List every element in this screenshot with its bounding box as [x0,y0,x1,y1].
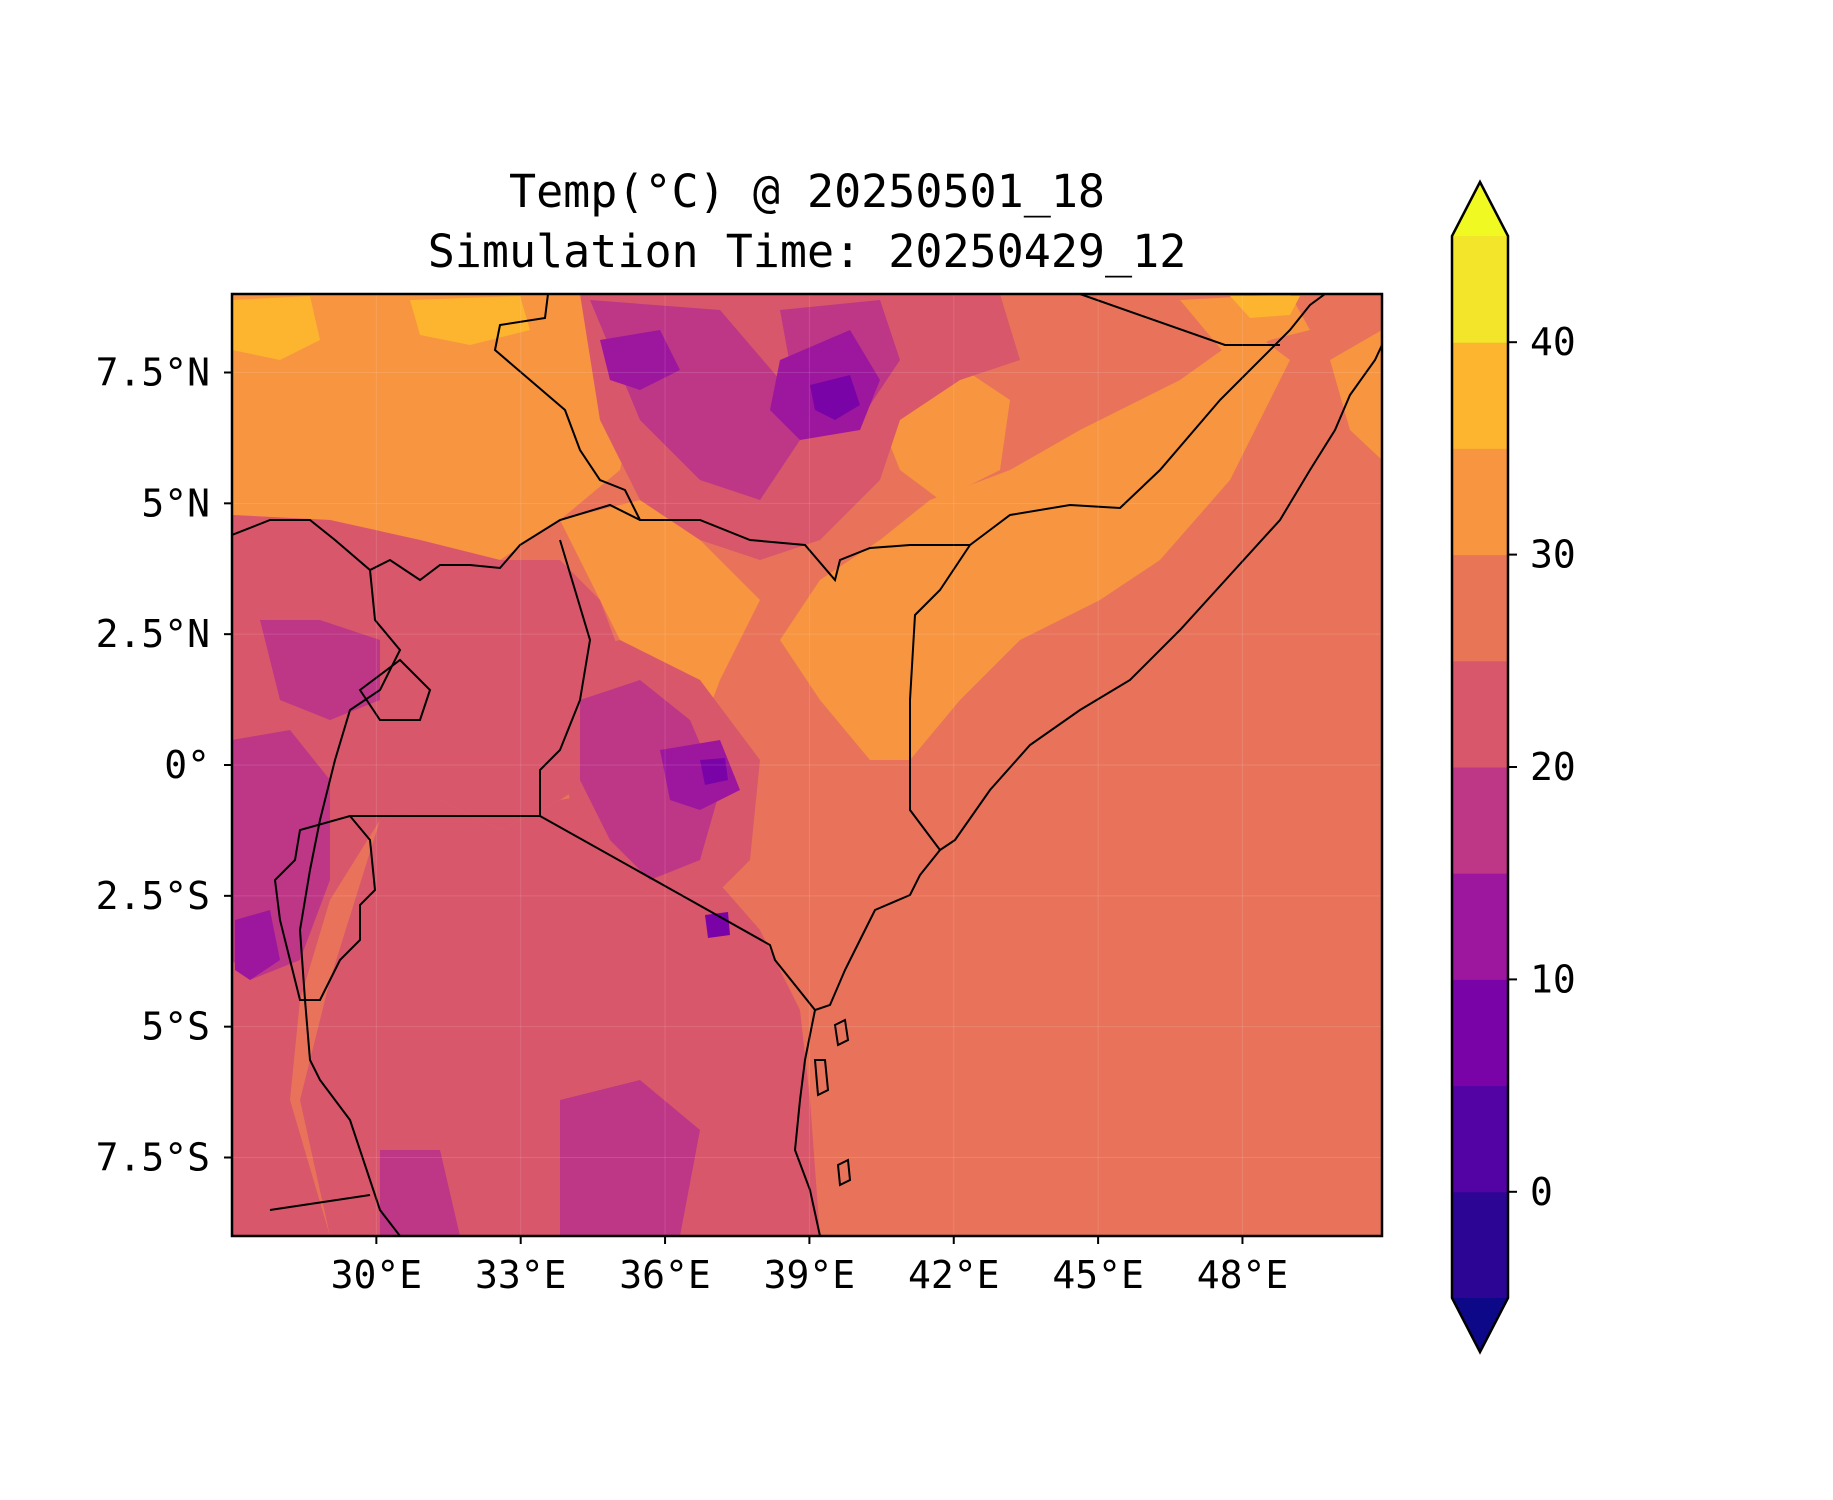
colorbar-band [1452,1085,1508,1193]
colorbar-tick-label: 20 [1530,745,1576,789]
colorbar-outline [1450,179,1510,1355]
border-ethiopia-djibouti [1079,294,1280,346]
colorbar-extend-max [1452,182,1508,236]
island-mafia [836,1158,852,1187]
field-cool-uganda-west [260,620,380,720]
island-zanzibar [833,1018,850,1047]
colorbar-band [1452,1191,1508,1299]
colorbar-band [1452,554,1508,662]
colorbar-band [1452,873,1508,980]
colorbar-band [1452,767,1508,874]
x-tick-label: 33°E [475,1253,567,1297]
border-south-malawi [269,1194,371,1211]
coastline-east-africa [793,344,1382,1236]
y-tick-label: 5°N [141,481,210,525]
colorbar-ticks: 0 10 20 30 40 [1508,320,1576,1214]
field-cool-southwest [380,1150,460,1236]
border-tanzania-mozambique-west [298,869,401,1236]
border-south-sudan-uganda-kenya [232,503,641,582]
border-kenya-somalia [909,544,971,851]
x-axis-ticks: 30°E 33°E 36°E 39°E 42°E 45°E 48°E [331,294,1289,1297]
border-rwanda-burundi [273,814,377,1001]
map-panel: 30°E 33°E 36°E 39°E 42°E 45°E 48°E 7.5°N 5°N 2.5… [96,292,1384,1297]
x-tick-label: 42°E [908,1253,1000,1297]
temperature-field [232,294,1382,1236]
y-tick-label: 0° [164,743,210,787]
border-kenya-tanzania [539,815,816,1011]
y-tick-label: 5°S [141,1005,210,1049]
border-uganda-kenya [539,539,592,816]
field-coldest-kenya [700,758,728,785]
colorbar-tick-label: 10 [1530,957,1576,1001]
field-hot-south-sudan [410,296,530,345]
field-cool-kenya [580,680,720,880]
x-tick-label: 30°E [331,1253,423,1297]
border-uganda-drc [309,569,402,871]
y-tick-label: 2.5°N [96,612,210,656]
field-hot-sudan [232,296,320,360]
island-pemba [813,1059,830,1097]
field-warm-horn-tip [1330,330,1382,460]
colorbar-tick-label: 0 [1530,1170,1553,1214]
colorbar: 0 10 20 30 40 [1450,179,1576,1355]
country-borders [232,294,1382,1236]
x-tick-label: 48°E [1197,1253,1289,1297]
field-cold-kenya-peak [660,740,740,810]
field-warm-somali [780,330,1290,760]
y-tick-label: 2.5°S [96,874,210,918]
colorbar-band [1452,342,1508,449]
colorbar-bands [1452,236,1508,1299]
map-frame [230,292,1384,1238]
y-axis-ticks: 7.5°N 5°N 2.5°N 0° 2.5°S 5°S 7.5°S [96,351,1382,1180]
field-hot-northeast [1230,296,1300,318]
chart-title: Temp(°C) @ 20250501_18 [508,165,1106,218]
field-coldest-ethiopia [810,375,860,420]
colorbar-band [1452,236,1508,343]
field-warm-north [232,294,640,560]
colorbar-tick-label: 30 [1530,533,1576,577]
lake-victoria-outline [358,658,432,721]
colorbar-band [1452,448,1508,556]
x-tick-label: 45°E [1052,1253,1144,1297]
colorbar-extend-min [1452,1298,1508,1352]
field-cold-west [235,910,280,980]
colorbar-band [1452,660,1508,768]
border-ethiopia-somalia [969,294,1326,546]
chart-subtitle: Simulation Time: 20250429_12 [427,225,1187,278]
x-tick-label: 36°E [619,1253,711,1297]
field-cool-tanzania-south [560,1080,700,1236]
colorbar-band [1452,979,1508,1087]
y-tick-label: 7.5°S [96,1136,210,1180]
colorbar-tick-label: 40 [1530,320,1576,364]
field-cold-ethiopia-west [600,330,680,390]
y-tick-label: 7.5°N [96,351,210,395]
x-tick-label: 39°E [764,1253,856,1297]
